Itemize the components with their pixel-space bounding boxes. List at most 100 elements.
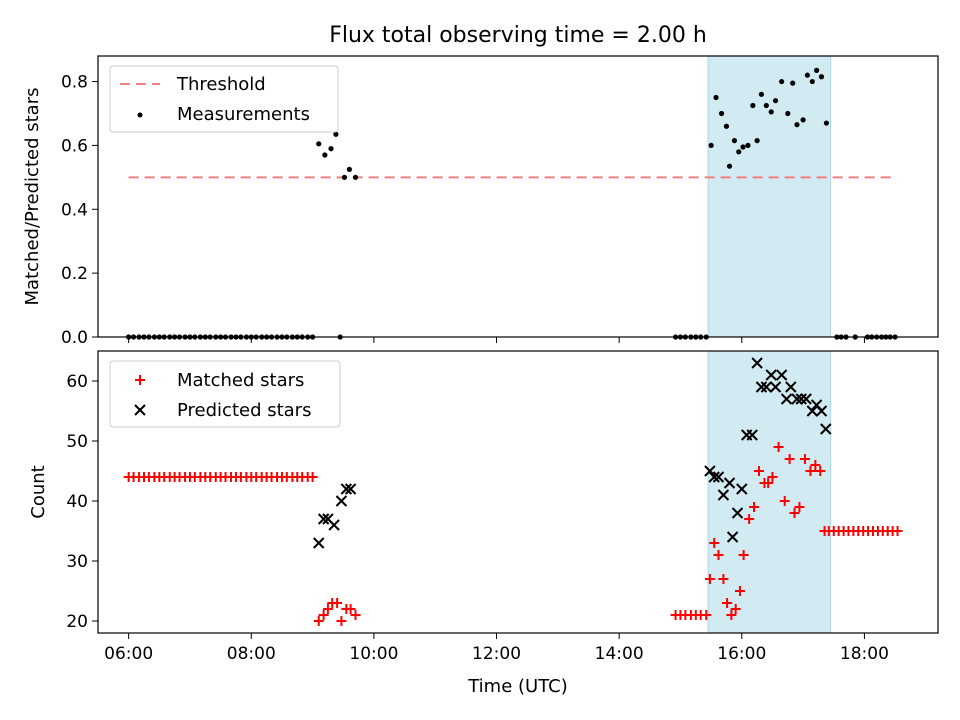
matched-star-point — [701, 610, 712, 620]
matched-star-point — [345, 604, 356, 614]
legend-matched-swatch — [135, 375, 145, 385]
y-tick-label: 40 — [66, 492, 88, 512]
matched-star-point — [763, 478, 774, 488]
predicted-star-point — [769, 381, 782, 393]
matched-star-point — [722, 598, 733, 608]
x-tick-label: 16:00 — [717, 644, 766, 664]
measurement-point — [322, 152, 328, 158]
x-tick-label: 14:00 — [595, 644, 644, 664]
matched-star-point — [773, 442, 784, 452]
measurement-point — [818, 74, 825, 80]
predicted-star-point — [765, 369, 777, 381]
measurement-point — [316, 141, 322, 147]
predicted-star-point — [726, 531, 739, 543]
matched-star-point — [336, 616, 347, 626]
predicted-star-point — [775, 369, 788, 381]
y-tick-label: 0.2 — [61, 264, 88, 284]
bottom-legend: Matched stars Predicted stars — [109, 360, 341, 428]
matched-star-point — [350, 610, 361, 620]
measurement-point — [809, 78, 815, 85]
predicted-star-point — [723, 477, 736, 489]
predicted-star-point — [800, 393, 812, 405]
x-tick-label: 08:00 — [227, 644, 276, 664]
matched-star-point — [815, 466, 826, 476]
matched-star-points — [123, 442, 903, 626]
y-tick-label: 0.6 — [61, 136, 88, 156]
predicted-star-point — [780, 393, 793, 405]
matched-star-point — [767, 472, 778, 482]
measurement-point — [723, 123, 730, 129]
measurement-point — [713, 94, 719, 101]
predicted-star-point — [746, 429, 758, 441]
bottom-legend-box — [109, 360, 341, 428]
predicted-star-point — [785, 381, 797, 393]
predicted-star-point — [751, 357, 763, 369]
legend-matched-label: Matched stars — [177, 370, 304, 391]
measurement-point — [779, 78, 785, 85]
matched-star-point — [738, 550, 749, 560]
predicted-star-point — [712, 471, 725, 483]
matched-star-point — [810, 460, 821, 470]
measurement-point — [708, 142, 714, 149]
matched-star-point — [892, 526, 903, 536]
y-tick-label: 0.0 — [61, 328, 88, 348]
y-tick-label: 0.4 — [61, 200, 88, 220]
bottom-y-axis-label: Count — [28, 465, 49, 518]
matched-star-point — [789, 508, 800, 518]
predicted-star-point — [313, 537, 325, 549]
measurement-point — [718, 110, 725, 117]
top-x-ticks — [128, 337, 865, 343]
measurement-point — [813, 67, 820, 73]
matched-star-point — [794, 502, 805, 512]
y-tick-label: 60 — [66, 372, 88, 392]
top-y-ticks: 0.0 0.2 0.4 0.6 0.8 — [61, 73, 98, 348]
measurement-point — [785, 110, 791, 117]
y-tick-label: 20 — [66, 612, 88, 632]
predicted-star-point — [795, 393, 807, 405]
measurement-points — [126, 67, 898, 340]
matched-star-point — [744, 514, 755, 524]
measurement-point — [346, 166, 352, 172]
matched-star-point — [713, 550, 724, 560]
y-tick-label: 50 — [66, 432, 88, 452]
predicted-star-point — [760, 381, 773, 393]
top-legend: Threshold Measurements — [109, 65, 339, 133]
bottom-panel-frame — [97, 350, 939, 634]
measurement-point — [772, 98, 779, 104]
chart-title: Flux total observing time = 2.00 h — [329, 23, 707, 48]
measurement-point — [804, 72, 811, 78]
measurement-point — [763, 102, 769, 109]
matched-star-point — [709, 538, 720, 548]
measurement-point — [333, 131, 339, 137]
matched-star-point — [799, 454, 810, 464]
measurement-point — [352, 174, 359, 180]
x-tick-label: 06:00 — [104, 644, 153, 664]
predicted-star-point — [731, 507, 744, 519]
bottom-x-ticks: 06:00 08:00 10:00 12:00 14:00 16:00 18:00 — [104, 633, 889, 664]
measurement-point — [750, 102, 756, 109]
matched-star-point — [718, 574, 729, 584]
y-tick-label: 30 — [66, 552, 88, 572]
measurement-point — [341, 174, 348, 180]
predicted-star-point — [317, 513, 330, 525]
predicted-star-points — [313, 357, 832, 549]
matched-star-point — [730, 604, 741, 614]
predicted-star-point — [791, 393, 803, 405]
highlight-band-top — [707, 55, 832, 338]
measurement-point — [736, 149, 742, 155]
measurement-point — [794, 122, 800, 128]
legend-measurements-label: Measurements — [177, 104, 310, 125]
predicted-star-point — [328, 519, 340, 531]
predicted-star-point — [340, 483, 353, 495]
measurement-point — [768, 109, 774, 115]
matched-star-point — [307, 472, 318, 482]
predicted-star-point — [344, 483, 357, 495]
predicted-star-point — [806, 405, 819, 417]
x-tick-label: 12:00 — [472, 644, 521, 664]
predicted-star-point — [815, 405, 828, 417]
measurement-point — [800, 117, 806, 123]
bottom-y-ticks: 20 30 40 50 60 — [66, 372, 98, 632]
top-panel-frame — [97, 55, 939, 338]
x-tick-label: 10:00 — [349, 644, 398, 664]
